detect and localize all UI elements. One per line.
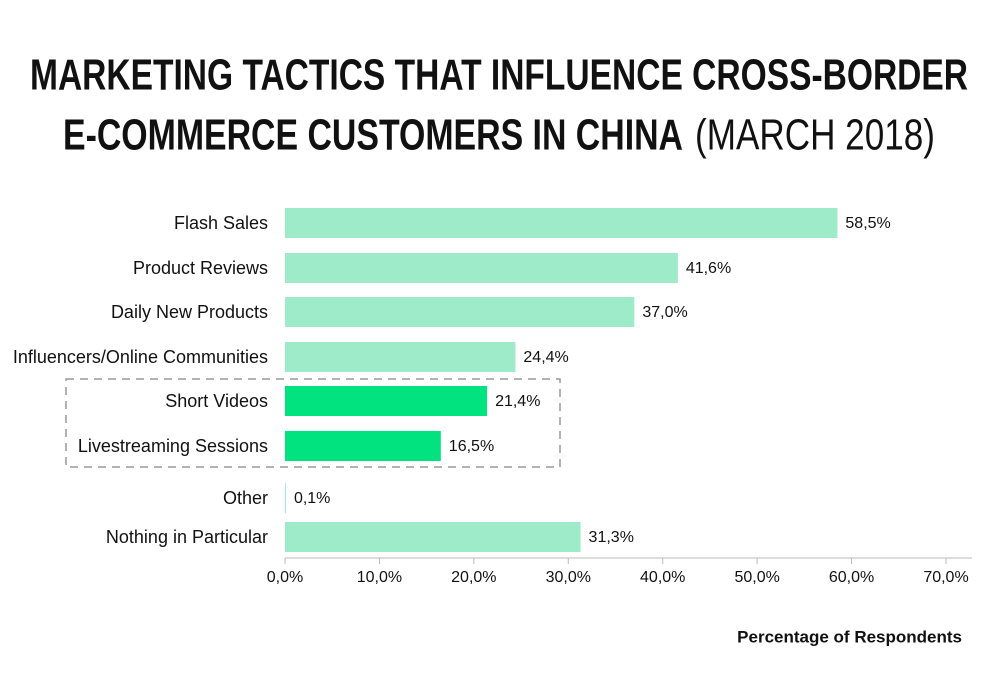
- bar: [285, 208, 838, 238]
- category-label: Nothing in Particular: [106, 527, 268, 547]
- category-label: Influencers/Online Communities: [13, 347, 268, 367]
- x-tick-label: 50,0%: [734, 569, 779, 586]
- x-tick-label: 0,0%: [267, 569, 303, 586]
- x-tick-label: 20,0%: [451, 569, 496, 586]
- category-label: Short Videos: [165, 391, 268, 411]
- bar: [285, 483, 286, 513]
- highlight-box: [65, 378, 561, 468]
- value-label: 41,6%: [686, 260, 731, 277]
- x-tick-label: 60,0%: [829, 569, 874, 586]
- value-label: 37,0%: [642, 304, 687, 321]
- value-label: 58,5%: [845, 215, 890, 232]
- bar: [285, 386, 488, 416]
- x-tick-label: 40,0%: [640, 569, 685, 586]
- value-label: 24,4%: [523, 349, 568, 366]
- category-label: Daily New Products: [111, 302, 268, 322]
- chart-title-date: (MARCH 2018): [695, 111, 935, 160]
- x-tick-label: 30,0%: [546, 569, 591, 586]
- chart-title: E-COMMERCE CUSTOMERS IN CHINA: [63, 111, 683, 160]
- x-axis-label: Percentage of Respondents: [737, 627, 962, 646]
- value-label: 16,5%: [449, 438, 494, 455]
- category-label: Product Reviews: [133, 258, 268, 278]
- category-label: Livestreaming Sessions: [78, 436, 268, 456]
- category-label: Other: [223, 488, 268, 508]
- bar: [285, 297, 635, 327]
- category-label: Flash Sales: [174, 213, 268, 233]
- bar: [285, 431, 441, 461]
- x-tick-label: 10,0%: [357, 569, 402, 586]
- bar: [285, 342, 516, 372]
- chart-title: MARKETING TACTICS THAT INFLUENCE CROSS-B…: [30, 51, 968, 100]
- value-label: 31,3%: [589, 529, 634, 546]
- bar: [285, 253, 678, 283]
- value-label: 21,4%: [495, 393, 540, 410]
- bar: [285, 522, 581, 552]
- x-tick-label: 70,0%: [923, 569, 968, 586]
- value-label: 0,1%: [294, 490, 330, 507]
